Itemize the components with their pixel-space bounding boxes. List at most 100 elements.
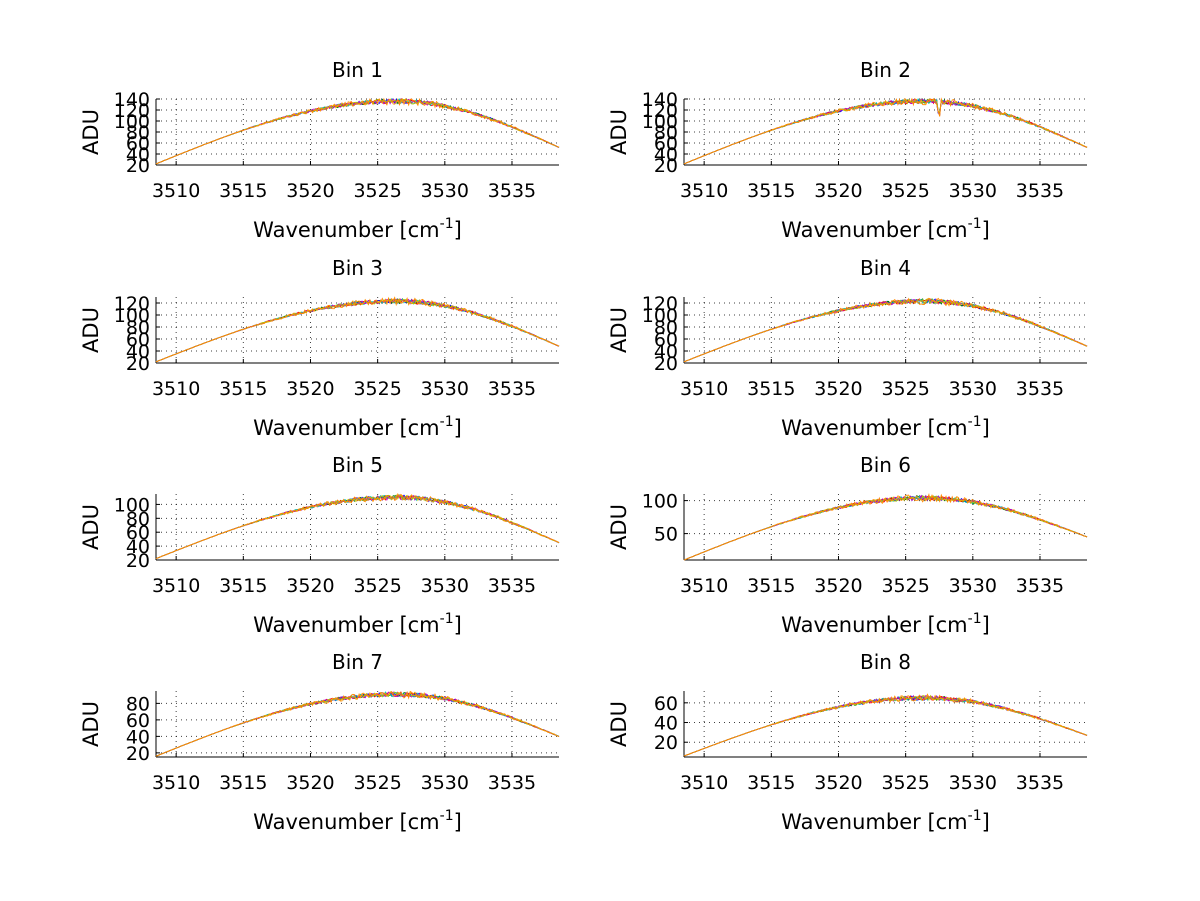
x-tick-label: 3530 — [421, 180, 469, 202]
x-axis-label-superscript: -1 — [440, 808, 454, 824]
y-axis-label: ADU — [607, 701, 631, 747]
x-tick-label: 3530 — [421, 575, 469, 597]
x-axis-label: Wavenumber [cm-1] — [781, 414, 990, 440]
x-tick-label: 3515 — [219, 772, 267, 794]
spectrum-series-line — [155, 97, 560, 165]
y-tick-label: 40 — [654, 713, 678, 735]
y-tick-label: 80 — [126, 508, 150, 530]
x-axis-label-main: Wavenumber [cm — [781, 416, 967, 440]
y-tick-label: 20 — [126, 155, 150, 177]
x-axis-label-superscript: -1 — [968, 414, 982, 430]
y-tick-label: 60 — [126, 329, 150, 351]
y-axis-label: ADU — [79, 504, 103, 550]
x-tick-label: 3525 — [353, 575, 401, 597]
y-tick-label: 20 — [654, 353, 678, 375]
x-axis-label-close: ] — [982, 810, 990, 834]
spectrum-series-line — [683, 694, 1088, 757]
x-tick-label: 3535 — [488, 575, 536, 597]
x-axis-label-main: Wavenumber [cm — [253, 218, 439, 242]
spectrum-series-line — [155, 691, 560, 757]
spectrum-series-line — [155, 298, 560, 363]
spectrum-series-line — [683, 298, 1088, 363]
x-tick-label: 3520 — [814, 378, 862, 400]
x-axis-label-superscript: -1 — [968, 216, 982, 232]
x-tick-label: 3515 — [747, 378, 795, 400]
x-axis-label-close: ] — [982, 416, 990, 440]
x-axis-label-main: Wavenumber [cm — [781, 810, 967, 834]
spectrum-series-line — [683, 494, 1088, 561]
y-tick-label: 40 — [126, 726, 150, 748]
x-axis-label: Wavenumber [cm-1] — [781, 216, 990, 242]
x-tick-label: 3510 — [680, 378, 728, 400]
spectrum-series-line — [683, 97, 1088, 165]
x-axis-label: Wavenumber [cm-1] — [253, 216, 462, 242]
x-tick-label: 3530 — [949, 180, 997, 202]
y-tick-label: 60 — [654, 329, 678, 351]
subplot-title: Bin 8 — [860, 650, 911, 674]
x-tick-label: 3525 — [881, 180, 929, 202]
spectrum-series-line — [155, 298, 560, 363]
spectrum-series-line — [155, 492, 560, 560]
x-axis-label-close: ] — [454, 613, 462, 637]
spectrum-series-line — [683, 298, 1088, 363]
spectrum-series-line — [155, 296, 560, 363]
x-axis-label-close: ] — [982, 613, 990, 637]
x-axis-label-main: Wavenumber [cm — [781, 218, 967, 242]
subplot-title: Bin 1 — [332, 58, 383, 82]
spectrum-series-line — [155, 298, 560, 363]
spectrum-series-line — [683, 695, 1088, 757]
spectrum-series-line — [155, 298, 560, 363]
y-tick-label: 20 — [654, 155, 678, 177]
y-tick-label: 140 — [114, 89, 150, 111]
y-tick-label: 100 — [114, 494, 150, 516]
x-tick-label: 3510 — [680, 575, 728, 597]
spectrum-series-line — [683, 695, 1088, 757]
x-axis-label-close: ] — [454, 810, 462, 834]
y-tick-label: 50 — [654, 524, 678, 546]
spectrum-series-line — [683, 695, 1088, 757]
subplot-title: Bin 2 — [860, 58, 911, 82]
x-axis-label: Wavenumber [cm-1] — [781, 808, 990, 834]
x-tick-label: 3515 — [747, 180, 795, 202]
y-tick-label: 80 — [126, 317, 150, 339]
spectrum-series-line — [683, 694, 1088, 757]
spectrum-series-line — [683, 298, 1088, 363]
y-tick-label: 20 — [126, 550, 150, 572]
x-axis-label: Wavenumber [cm-1] — [253, 808, 462, 834]
x-axis-label-superscript: -1 — [968, 611, 982, 627]
spectrum-series-line — [155, 691, 560, 757]
y-tick-label: 140 — [642, 89, 678, 111]
y-tick-label: 80 — [126, 122, 150, 144]
x-tick-label: 3515 — [219, 378, 267, 400]
x-tick-label: 3510 — [680, 180, 728, 202]
x-tick-label: 3525 — [881, 772, 929, 794]
spectrum-series-line — [155, 691, 560, 757]
x-tick-label: 3525 — [353, 772, 401, 794]
spectrum-series-line — [683, 494, 1088, 561]
x-axis-label-main: Wavenumber [cm — [781, 613, 967, 637]
x-tick-label: 3510 — [152, 180, 200, 202]
y-tick-label: 40 — [126, 341, 150, 363]
y-tick-label: 120 — [642, 100, 678, 122]
x-tick-label: 3515 — [747, 772, 795, 794]
x-tick-label: 3510 — [680, 772, 728, 794]
y-axis-label: ADU — [607, 109, 631, 155]
y-tick-label: 120 — [642, 293, 678, 315]
y-tick-label: 60 — [126, 522, 150, 544]
x-tick-label: 3520 — [286, 180, 334, 202]
subplot-title: Bin 3 — [332, 256, 383, 280]
y-tick-label: 100 — [642, 491, 678, 513]
x-tick-label: 3525 — [353, 378, 401, 400]
y-tick-label: 40 — [654, 144, 678, 166]
spectrum-series-line — [683, 693, 1088, 757]
y-tick-label: 120 — [114, 100, 150, 122]
y-tick-label: 60 — [126, 133, 150, 155]
spectrum-series-line — [155, 495, 560, 560]
spectrum-series-line — [683, 494, 1088, 561]
y-tick-label: 80 — [654, 317, 678, 339]
x-tick-label: 3530 — [949, 575, 997, 597]
subplot-bin-6: 3510 3515 3520 3525 3530 3535 50 100 Bin 6 ADU Wav… — [607, 453, 1088, 637]
x-tick-label: 3535 — [488, 378, 536, 400]
